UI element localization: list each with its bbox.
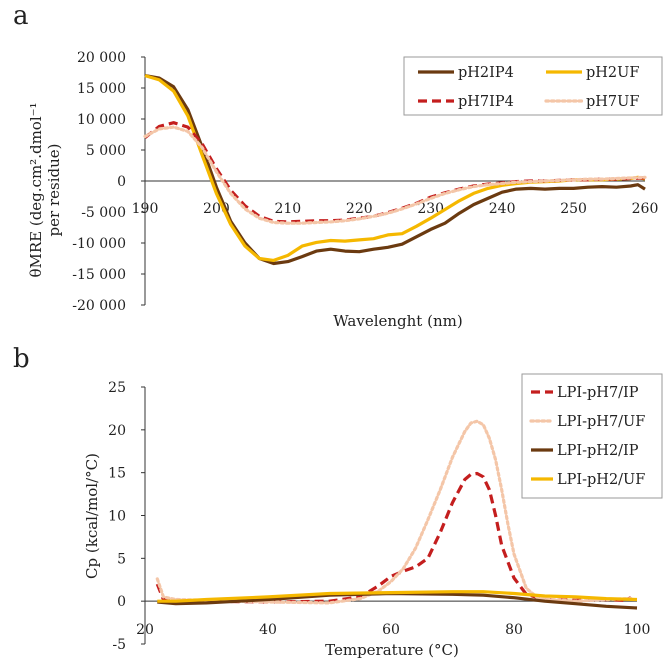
chart-a-xtick-label: 210 <box>274 201 301 217</box>
chart-a-xtick-label: 240 <box>489 201 516 217</box>
chart-b-ytick-label: 5 <box>117 551 126 567</box>
chart-b-ytick-label: 25 <box>108 380 126 396</box>
chart-b-xtick-label: 100 <box>624 622 651 638</box>
chart-b-series-lpi-ph2-ip <box>157 591 638 610</box>
chart-b-legend: LPI-pH7/IP LPI-pH7/UF LPI-pH2/IP LPI-pH2/UF <box>521 373 663 499</box>
chart-a-ytick-label: 5 000 <box>86 143 126 159</box>
chart-b-ytick-label: 0 <box>117 594 126 610</box>
chart-a-ytick-label: -5 000 <box>81 205 126 221</box>
chart-b-xlabel: Temperature (°C) <box>325 641 459 659</box>
chart-a-ytick-label: -15 000 <box>72 267 126 283</box>
chart-a-legend-label: pH2IP4 <box>458 65 514 81</box>
chart-a-xtick-label: 190 <box>132 201 159 217</box>
chart-a-xtick-label: 220 <box>346 201 373 217</box>
chart-a-xtick-label: 260 <box>632 201 659 217</box>
chart-b-legend-label: LPI-pH2/UF <box>557 472 645 488</box>
chart-a-ylabel-line1: θMRE (deg.cm².dmol⁻¹ <box>27 102 45 277</box>
chart-a-legend: pH2IP4 pH2UF pH7IP4 pH7UF <box>403 56 663 116</box>
chart-a-ytick-label: 0 <box>117 174 126 190</box>
chart-a-xtick-label: 250 <box>560 201 587 217</box>
chart-b-xtick-label: 60 <box>382 622 400 638</box>
chart-b-series-lpi-ph2-uf <box>157 590 638 603</box>
chart-b-ylabel: Cp (kcal/mol/°C) <box>83 453 101 579</box>
chart-a-ytick-label: -20 000 <box>72 298 126 314</box>
chart-a-ylabel-line2: per residue) <box>45 144 63 237</box>
chart-b-xtick-label: 80 <box>505 622 523 638</box>
chart-a-legend-label: pH7UF <box>586 94 639 110</box>
chart-b-ytick-label: -5 <box>112 637 126 653</box>
chart-b-xtick-label: 40 <box>259 622 277 638</box>
chart-a-ytick-label: -10 000 <box>72 236 126 252</box>
chart-b-ytick-label: 15 <box>108 466 126 482</box>
chart-b-series-lpi-ph7-uf <box>155 419 633 605</box>
chart-b-xtick-label: 20 <box>136 622 154 638</box>
chart-a-legend-label: pH2UF <box>586 65 639 81</box>
chart-b-legend-label: LPI-pH7/UF <box>557 414 645 430</box>
chart-b-ytick-label: 10 <box>108 509 126 525</box>
chart-a-series-ph7uf <box>143 125 647 225</box>
chart-a-ytick-label: 20 000 <box>77 50 126 66</box>
chart-a-ylabel: θMRE (deg.cm².dmol⁻¹ per residue) <box>27 102 63 277</box>
chart-a-xlabel: Wavelenght (nm) <box>333 312 462 330</box>
chart-b-ytick-label: 20 <box>108 423 126 439</box>
panel-a-letter: a <box>13 1 29 31</box>
chart-a-ytick-label: 10 000 <box>77 112 126 128</box>
chart-b-legend-label: LPI-pH7/IP <box>557 385 639 401</box>
chart-a-ytick-label: 15 000 <box>77 81 126 97</box>
chart-a: 20 000 15 000 10 000 5 000 0 -5 000 -10 000 -15… <box>72 50 658 314</box>
chart-a-legend-label: pH7IP4 <box>458 94 514 110</box>
chart-b-legend-label: LPI-pH2/IP <box>557 443 639 459</box>
panel-b-letter: b <box>13 344 30 374</box>
chart-b: 25 20 15 10 5 0 -5 20 40 60 80 100 <box>108 380 650 653</box>
